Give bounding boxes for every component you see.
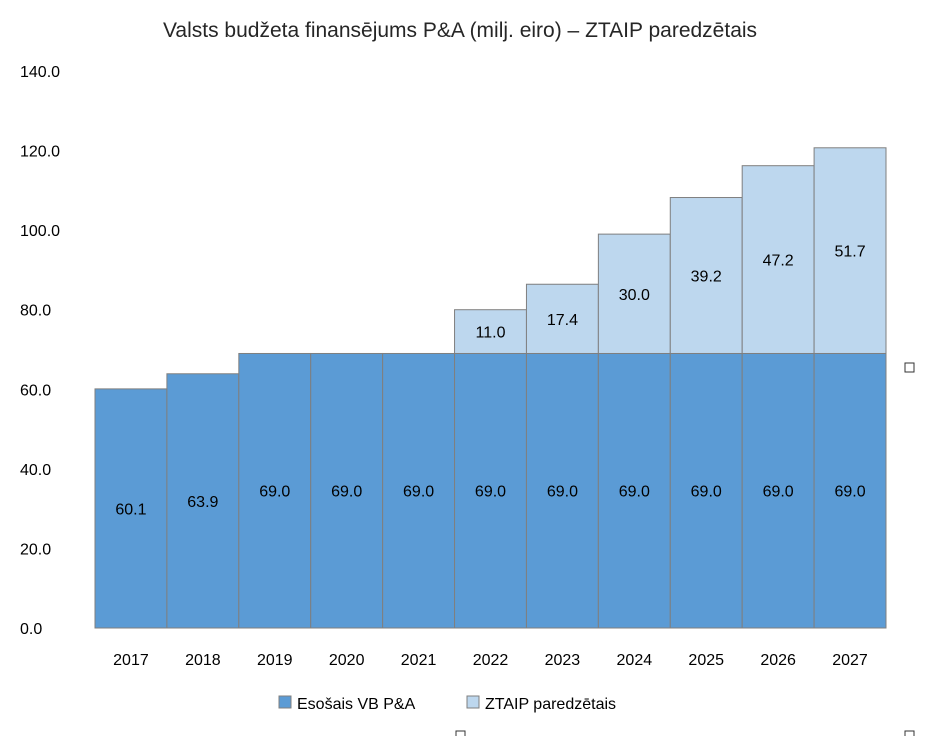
x-tick-label: 2022 (473, 652, 509, 669)
bar-existing-2027 (813, 352, 887, 629)
bar-existing-2024 (597, 352, 671, 629)
legend-swatch-existing (278, 695, 292, 709)
data-label-ztaip: 17.4 (547, 312, 578, 329)
data-label-existing: 69.0 (547, 484, 578, 501)
data-label-existing: 69.0 (763, 484, 794, 501)
data-label-existing: 69.0 (331, 484, 362, 501)
bars: 60.1 63.9 69.0 69.0 69.0 69.0 11.0 69.0 17.4 69.0… (94, 147, 887, 629)
bar-existing-2021 (382, 352, 456, 629)
bar-ztaip-2027 (813, 147, 887, 354)
data-label-existing: 63.9 (187, 494, 218, 511)
data-label-existing: 69.0 (475, 484, 506, 501)
bar-existing-2020 (310, 352, 384, 629)
bar-ztaip-2026 (741, 165, 815, 354)
x-tick-label: 2018 (185, 652, 221, 669)
bar-ztaip-2025 (669, 197, 743, 354)
data-label-existing: 60.1 (115, 501, 146, 518)
data-label-existing: 69.0 (619, 484, 650, 501)
data-label-existing: 69.0 (834, 484, 865, 501)
x-tick-label: 2017 (113, 652, 149, 669)
legend-label-existing: Esošais VB P&A (297, 696, 416, 713)
data-label-ztaip: 39.2 (691, 268, 722, 285)
bar-existing-2018 (166, 373, 240, 629)
data-label-ztaip: 51.7 (834, 244, 865, 261)
x-tick-label: 2026 (760, 652, 796, 669)
y-tick-label: 0.0 (20, 621, 42, 638)
y-tick-label: 40.0 (20, 462, 51, 479)
x-tick-label: 2019 (257, 652, 293, 669)
x-tick-label: 2027 (832, 652, 868, 669)
y-axis: 0.0 20.0 40.0 60.0 80.0 100.0 120.0 140.0 (20, 64, 60, 638)
legend: Esošais VB P&A ZTAIP paredzētais (278, 695, 616, 713)
bar-existing-2022 (454, 352, 527, 629)
bar-existing-2019 (238, 352, 312, 629)
chart-title: Valsts budžeta finansējums P&A (milj. ei… (163, 19, 757, 42)
resize-handle-bottom-right[interactable] (904, 730, 915, 736)
bar-existing-2025 (669, 352, 743, 629)
y-tick-label: 140.0 (20, 64, 60, 81)
x-tick-label: 2021 (401, 652, 437, 669)
resize-handle-right[interactable] (904, 362, 915, 373)
y-tick-label: 80.0 (20, 303, 51, 320)
x-tick-label: 2025 (688, 652, 724, 669)
data-label-ztaip: 11.0 (476, 325, 506, 342)
data-label-existing: 69.0 (403, 484, 434, 501)
data-label-existing: 69.0 (691, 484, 722, 501)
x-tick-label: 2024 (617, 652, 653, 669)
y-tick-label: 60.0 (20, 382, 51, 399)
x-axis: 2017 2018 2019 2020 2021 2022 2023 2024 2025 2026… (95, 627, 886, 669)
x-tick-label: 2020 (329, 652, 365, 669)
data-label-existing: 69.0 (259, 484, 290, 501)
x-tick-label: 2023 (545, 652, 581, 669)
legend-swatch-ztaip (466, 695, 480, 709)
legend-label-ztaip: ZTAIP paredzētais (485, 696, 616, 713)
y-tick-label: 100.0 (20, 223, 60, 240)
resize-handle-bottom[interactable] (455, 730, 466, 736)
y-tick-label: 120.0 (20, 144, 60, 161)
y-tick-label: 20.0 (20, 541, 51, 558)
bar-ztaip-2022 (454, 309, 527, 354)
data-label-ztaip: 47.2 (763, 253, 794, 270)
bar-ztaip-2023 (525, 283, 599, 354)
bar-existing-2023 (525, 352, 599, 629)
bar-existing-2017 (94, 388, 168, 629)
data-label-ztaip: 30.0 (619, 287, 650, 304)
